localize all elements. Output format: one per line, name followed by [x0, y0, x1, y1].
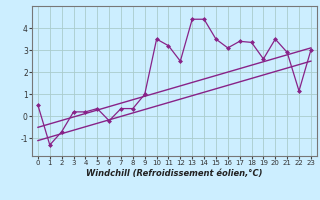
X-axis label: Windchill (Refroidissement éolien,°C): Windchill (Refroidissement éolien,°C) — [86, 169, 263, 178]
